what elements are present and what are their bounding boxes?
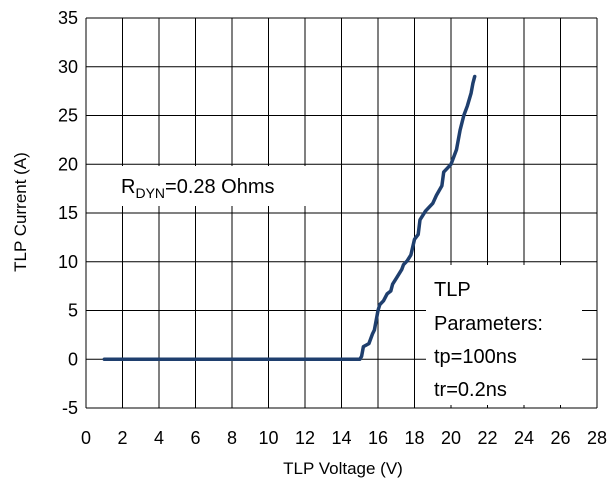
tlp-parameters-line-1: TLP [434, 279, 471, 301]
x-tick-label: 16 [368, 428, 388, 448]
x-tick-label: 8 [227, 428, 237, 448]
x-tick-label: 20 [441, 428, 461, 448]
y-tick-label: 10 [58, 252, 78, 272]
tlp-parameters-line-4: tr=0.2ns [434, 379, 507, 401]
x-tick-label: 18 [404, 428, 424, 448]
tlp-iv-curve [102, 74, 477, 362]
y-tick-label: 0 [68, 349, 78, 369]
rdyn-prefix: R [121, 176, 135, 198]
rdyn-subscript: DYN [135, 185, 165, 201]
x-tick-label: 22 [477, 428, 497, 448]
y-tick-label: 20 [58, 154, 78, 174]
y-tick-label: 30 [58, 57, 78, 77]
y-tick-label: 25 [58, 106, 78, 126]
x-tick-label: 14 [331, 428, 351, 448]
rdyn-value: =0.28 Ohms [165, 176, 275, 198]
annotation-layer: RDYN=0.28 Ohms TLP Parameters: tp=100ns … [118, 166, 582, 405]
x-tick-label: 26 [550, 428, 570, 448]
y-axis-title: TLP Current (A) [11, 152, 30, 272]
tlp-parameters-line-3: tp=100ns [434, 346, 517, 368]
x-tick-label: 28 [587, 428, 607, 448]
x-tick-label: 0 [81, 428, 91, 448]
x-tick-label: 24 [514, 428, 534, 448]
y-tick-label: -5 [62, 398, 78, 418]
rdyn-annotation: RDYN=0.28 Ohms [121, 176, 275, 201]
rdyn-annotation-box [118, 166, 322, 206]
y-tick-label: 5 [68, 301, 78, 321]
tick-labels-layer: 0 2 4 6 8 10 12 14 16 18 20 22 24 26 28-50510152025303… [58, 8, 607, 448]
x-axis-title: TLP Voltage (V) [283, 459, 403, 478]
x-tick-label: 4 [154, 428, 164, 448]
x-tick-label: 10 [258, 428, 278, 448]
x-tick-label: 12 [295, 428, 315, 448]
x-tick-label: 6 [190, 428, 200, 448]
tlp-parameters-line-2: Parameters: [434, 313, 543, 335]
tlp-parameters-box [426, 265, 582, 405]
y-tick-label: 35 [58, 8, 78, 28]
x-tick-label: 2 [117, 428, 127, 448]
y-tick-label: 15 [58, 203, 78, 223]
series-layer [102, 74, 477, 362]
